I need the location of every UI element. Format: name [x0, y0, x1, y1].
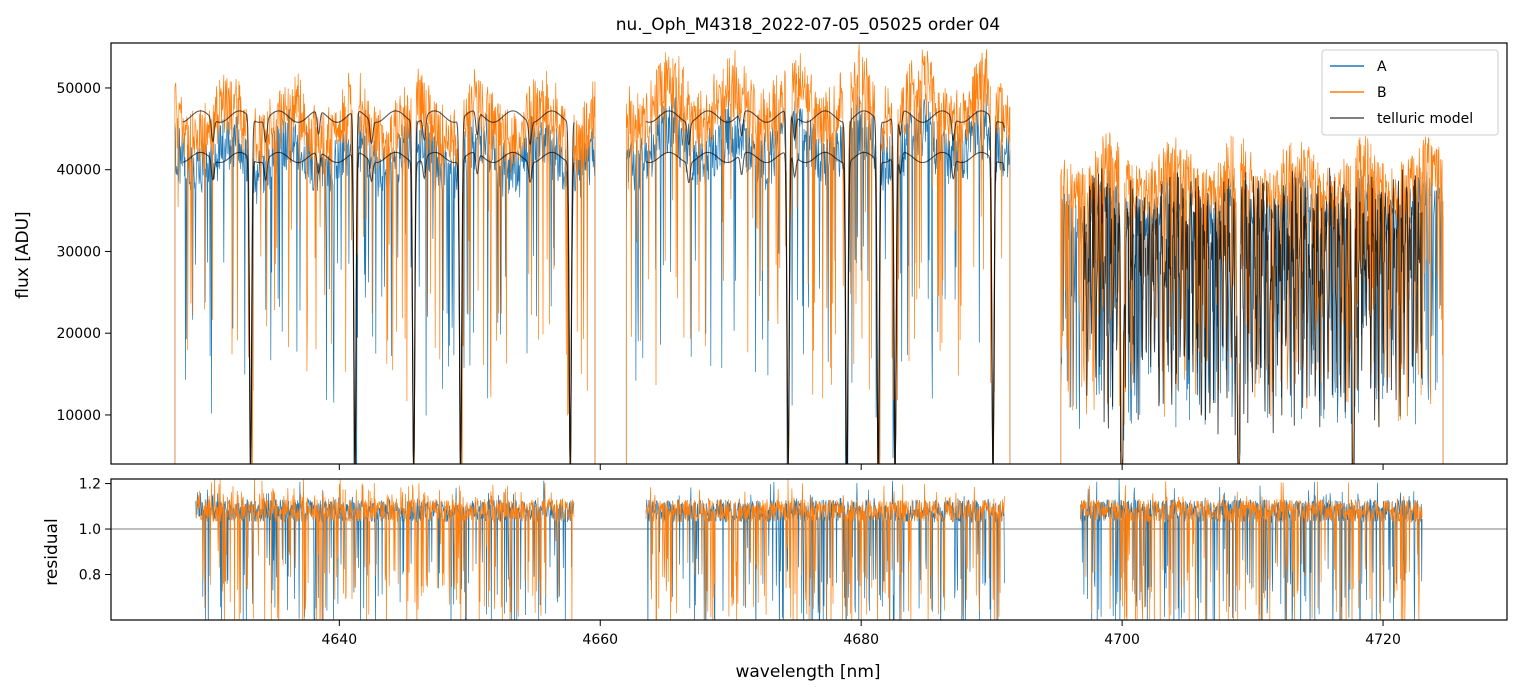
series-b-line	[174, 68, 596, 464]
top-axes-frame	[110, 42, 1508, 465]
top-y-tick-label: 50000	[56, 81, 101, 97]
top-y-tick-label: 40000	[56, 163, 101, 179]
top-panel: 10000 20000 30000 40000 50000 flux [ADU] A B…	[13, 42, 1508, 470]
bottom-axes-frame	[110, 478, 1508, 621]
telluric-model-line	[182, 110, 575, 464]
bottom-x-tick-label: 4660	[582, 632, 618, 648]
legend-label-telluric-model: telluric model	[1377, 111, 1473, 127]
residual-b-line	[195, 479, 575, 620]
bottom-x-tick-label: 4640	[321, 632, 357, 648]
chart-title: nu._Oph_M4318_2022-07-05_05025 order 04	[616, 15, 1000, 35]
bottom-x-tick-label: 4680	[843, 632, 879, 648]
bottom-x-tick-label: 4720	[1365, 632, 1401, 648]
series-b-line	[1060, 132, 1444, 464]
top-y-tick-label: 10000	[56, 408, 101, 424]
bottom-x-axis: 4640 4660 4680 4700 4720	[321, 620, 1401, 648]
top-x-axis	[338, 464, 1384, 470]
bottom-panel: 0.81.01.2 4640 4660 4680 4700 4720 residual …	[42, 477, 1508, 682]
residual-b-line	[1080, 481, 1423, 620]
bottom-y-tick-label: 0.8	[79, 568, 101, 584]
top-y-axis-label: flux [ADU]	[13, 211, 33, 298]
bottom-y-axis-label: residual	[42, 518, 62, 585]
telluric-model-line	[645, 151, 1005, 464]
bottom-y-axis: 0.8 1.0 1.2	[79, 477, 111, 584]
top-y-tick-label: 30000	[56, 244, 101, 260]
top-y-axis: 10000 20000 30000 40000 50000	[56, 81, 111, 424]
bottom-y-tick-label: 1.2	[79, 477, 101, 493]
bottom-x-tick-label: 4700	[1104, 632, 1140, 648]
top-y-tick-label: 20000	[56, 326, 101, 342]
series-b-line	[625, 44, 1011, 464]
bottom-series-group	[111, 479, 1507, 620]
residual-b-line	[645, 479, 1005, 620]
telluric-model-line	[645, 110, 1005, 464]
top-series-group	[174, 44, 1444, 464]
legend-label-a: A	[1377, 59, 1387, 75]
bottom-y-tick-label: 1.0	[79, 522, 101, 538]
x-axis-label: wavelength [nm]	[735, 662, 880, 682]
legend-box	[1321, 49, 1499, 136]
legend-label-b: B	[1377, 85, 1387, 101]
telluric-model-line	[1082, 167, 1423, 464]
legend: A B telluric model	[1321, 49, 1499, 136]
telluric-model-line	[182, 151, 575, 464]
